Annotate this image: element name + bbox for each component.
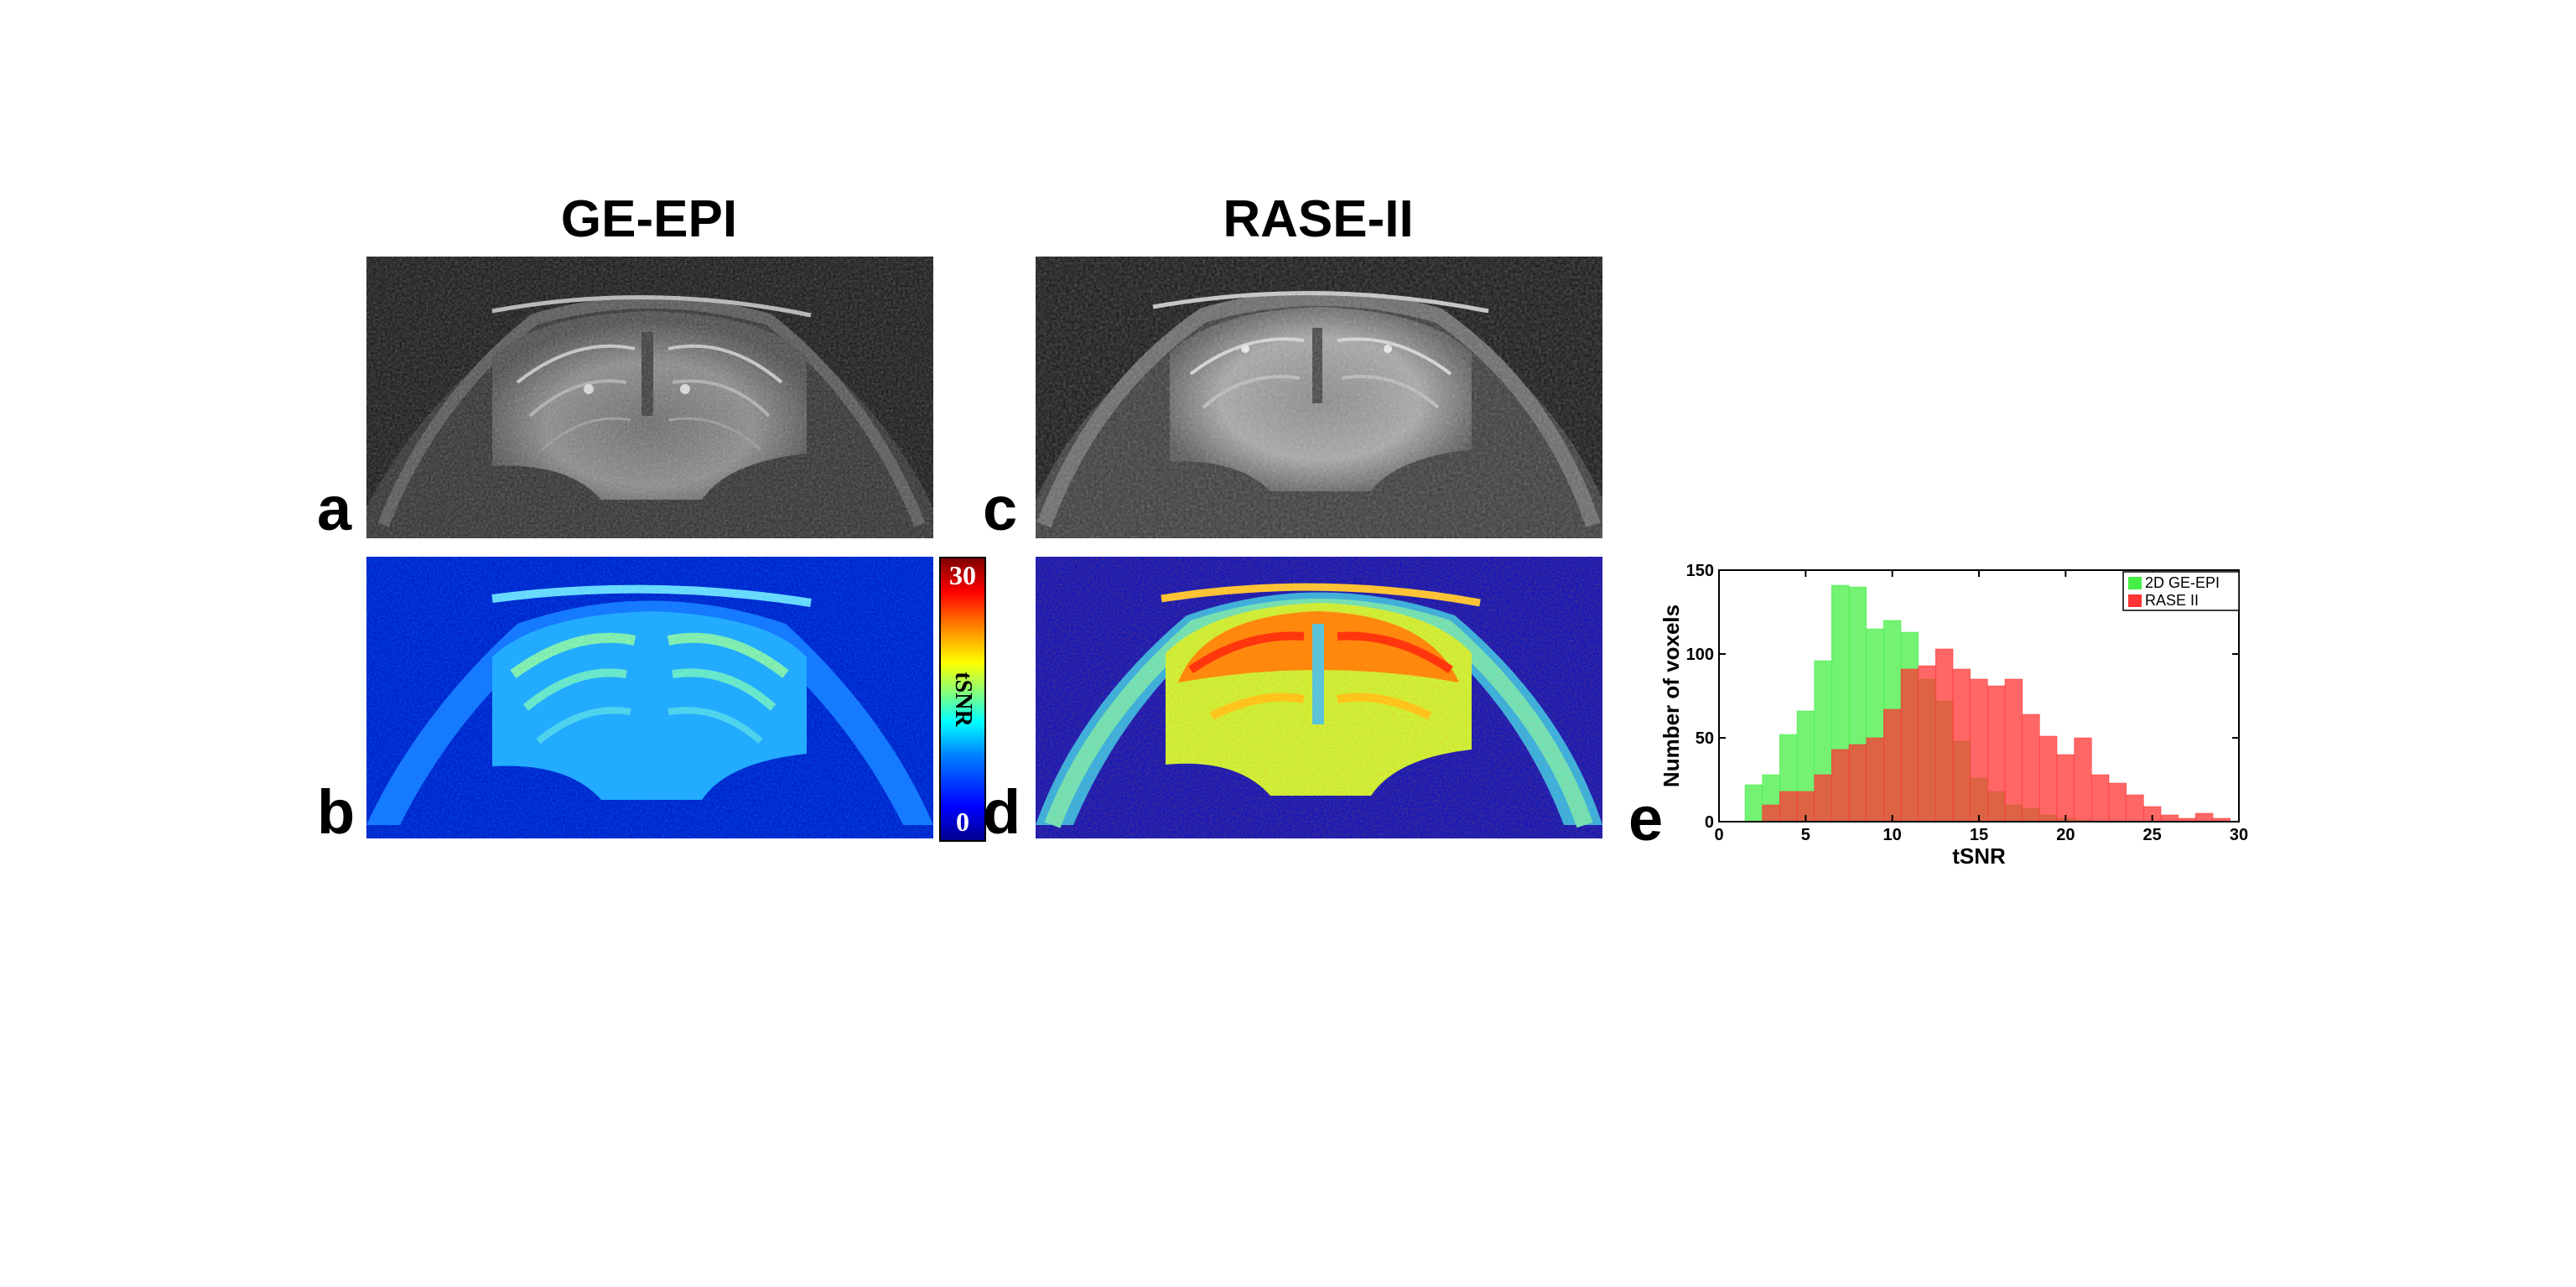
title-rase-ii: RASE-II — [1223, 190, 1414, 248]
panel-label-b: b — [317, 777, 356, 847]
bar-rase-24 — [2126, 794, 2144, 823]
bar-rase-15 — [1970, 678, 1988, 823]
title-ge-epi: GE-EPI — [560, 190, 738, 248]
bar-rase-9 — [1866, 737, 1884, 823]
y-tick-label: 100 — [1686, 646, 1714, 664]
bar-rase-3 — [1762, 804, 1780, 823]
x-tick-label: 25 — [2143, 826, 2162, 844]
bar-rase-23 — [2108, 782, 2127, 823]
bar-rase-28 — [2195, 812, 2214, 823]
bar-rase-11 — [1900, 668, 1919, 823]
legend-entry-rase: RASE II — [2145, 592, 2199, 609]
x-tick-label: 0 — [1714, 826, 1723, 844]
bar-rase-22 — [2091, 774, 2110, 823]
x-tick-label: 30 — [2230, 826, 2248, 844]
bar-rase-21 — [2074, 737, 2092, 823]
bar-rase-7 — [1831, 749, 1850, 823]
legend-frame — [2122, 571, 2240, 611]
x-tick-label: 20 — [2056, 826, 2075, 844]
legend-entry-epi: 2D GE-EPI — [2145, 574, 2220, 591]
bar-rase-19 — [2039, 735, 2058, 823]
colorbar-min-label: 0 — [956, 807, 969, 837]
x-axis-label: tSNR — [1952, 843, 2006, 869]
colorbar-max-label: 30 — [949, 560, 976, 590]
bar-rase-10 — [1883, 708, 1902, 823]
colorbar-title: tSNR — [950, 672, 976, 727]
bar-rase-18 — [2022, 714, 2040, 823]
bar-epi-2 — [1744, 784, 1763, 823]
tsnr-map-ge-epi — [366, 557, 933, 838]
mri-image-rase-ii — [1036, 257, 1602, 538]
x-tick-label: 15 — [1970, 826, 1988, 844]
panel-label-c: c — [983, 474, 1018, 543]
legend-swatch-epi — [2128, 577, 2142, 589]
bar-rase-16 — [1987, 685, 2006, 823]
tsnr-histogram-chart: 0 5 10 15 20 25 30 0 50 100 150 tSNR Number of vox… — [1659, 562, 2248, 869]
mri-image-ge-epi — [366, 257, 933, 538]
y-axis-label: Number of voxels — [1659, 605, 1684, 787]
bar-rase-14 — [1952, 668, 1971, 823]
tsnr-map-rase-ii — [1036, 557, 1602, 838]
bar-rase-26 — [2160, 814, 2179, 823]
panel-label-a: a — [317, 474, 352, 543]
bar-rase-13 — [1935, 648, 1954, 823]
bar-rase-4 — [1779, 791, 1798, 823]
x-tick-label: 5 — [1801, 826, 1810, 844]
tsnr-colorbar — [939, 557, 986, 842]
bar-rase-6 — [1814, 774, 1832, 823]
bar-rase-17 — [2004, 678, 2023, 823]
bar-rase-20 — [2056, 754, 2075, 823]
bar-rase-12 — [1918, 665, 1936, 823]
x-tick-label: 10 — [1883, 826, 1902, 844]
legend-swatch-rase — [2128, 594, 2142, 607]
y-tick-label: 0 — [1705, 813, 1714, 832]
panel-label-e: e — [1628, 784, 1664, 854]
y-tick-label: 50 — [1696, 729, 1714, 748]
y-tick-label: 150 — [1686, 562, 1714, 580]
bar-rase-8 — [1848, 744, 1867, 823]
chart-legend: 2D GE-EPI RASE II — [2122, 571, 2240, 611]
panel-label-d: d — [983, 777, 1021, 847]
